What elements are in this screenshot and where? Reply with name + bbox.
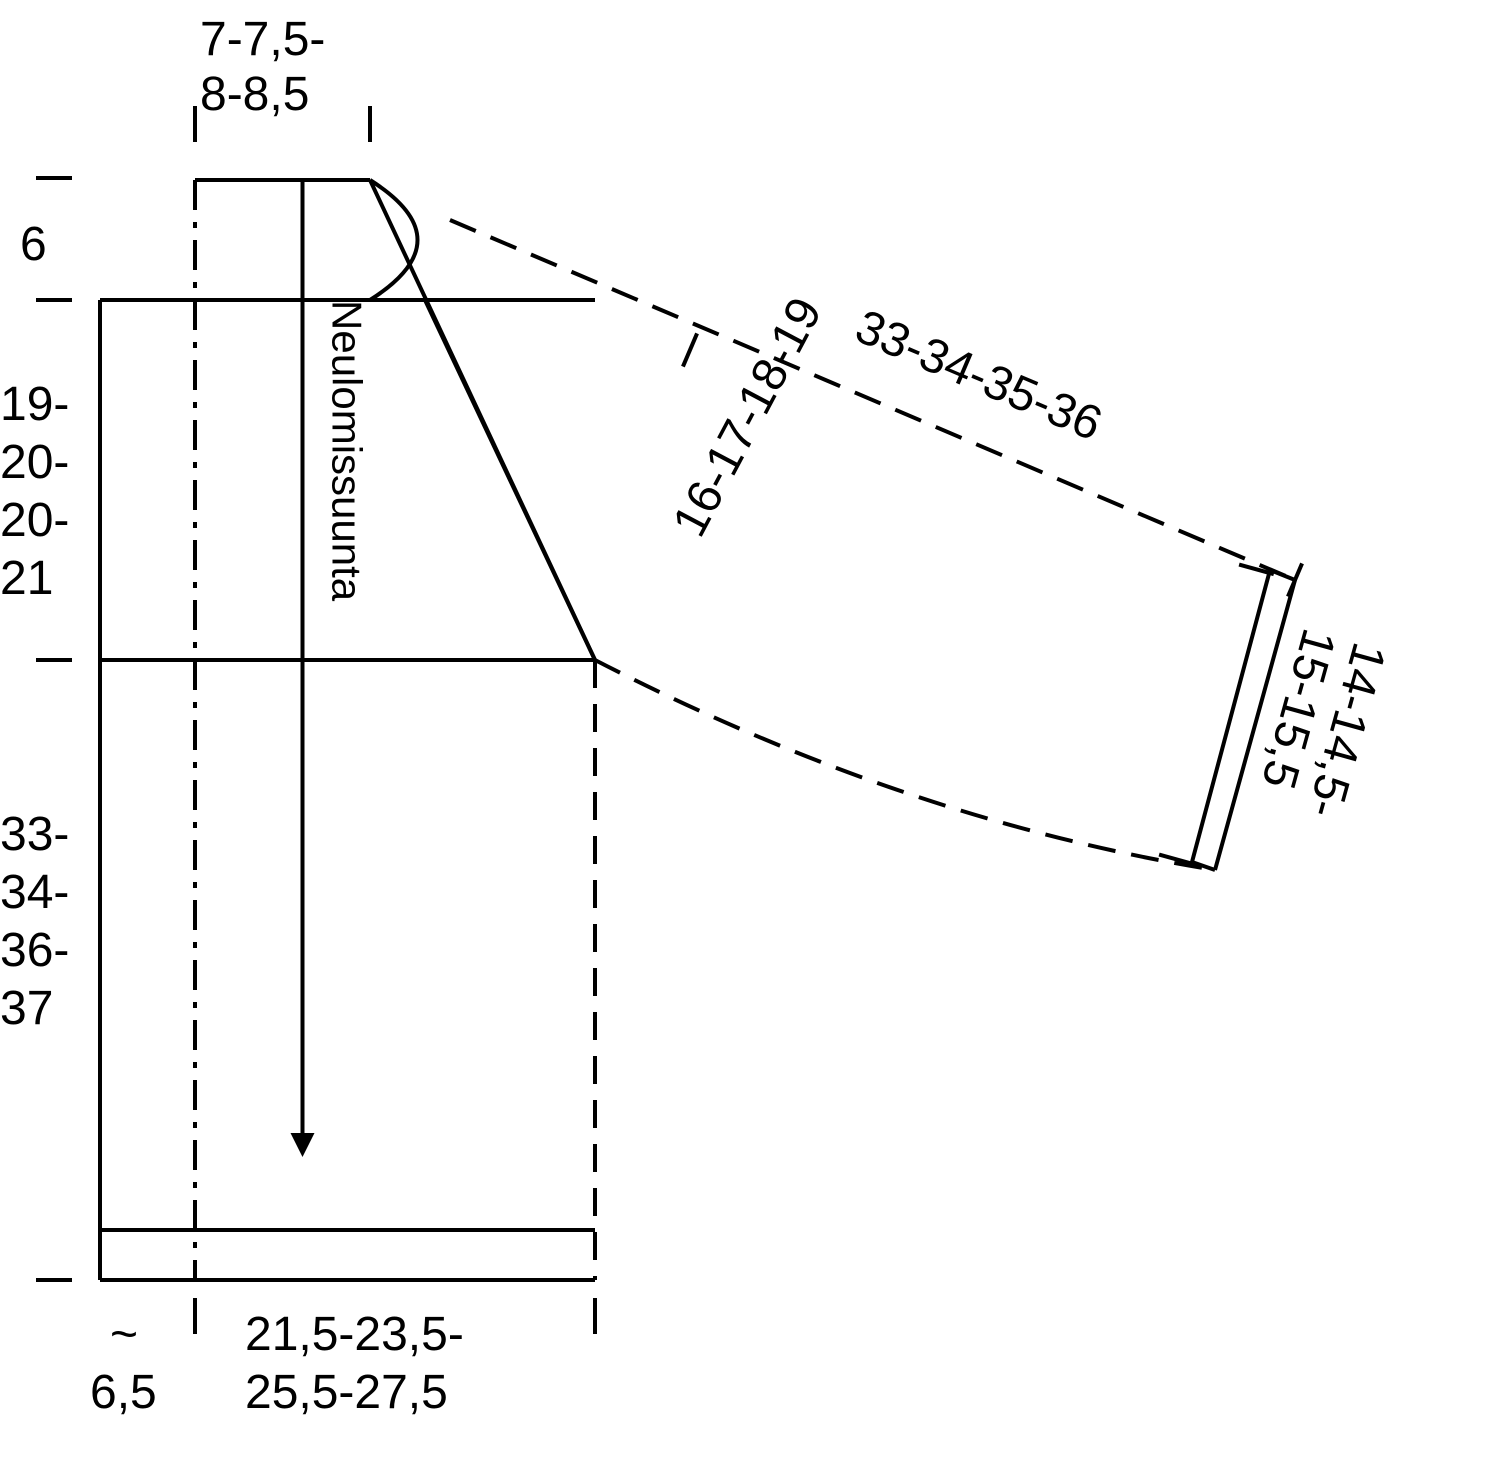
- label-left-low-1: 33-: [0, 808, 69, 861]
- label-direction: Neulomissuunta: [324, 300, 371, 602]
- label-bottom-right-1: 21,5-23,5-: [245, 1308, 464, 1361]
- label-top-1: 7-7,5-: [200, 13, 325, 66]
- label-top-2: 8-8,5: [200, 68, 309, 121]
- label-left-mid-4: 21: [0, 552, 53, 605]
- label-left-6: 6: [20, 218, 47, 271]
- label-left-mid-2: 20-: [0, 436, 69, 489]
- label-left-low-2: 34-: [0, 866, 69, 919]
- label-left-mid-3: 20-: [0, 494, 69, 547]
- label-bottom-left-2: 6,5: [90, 1366, 157, 1419]
- label-sleeve-top: 33-34-35-36: [848, 300, 1109, 451]
- label-left-low-4: 37: [0, 982, 53, 1035]
- label-sleeve-mid: 16-17-18-19: [663, 289, 833, 545]
- label-left-mid-1: 19-: [0, 378, 69, 431]
- label-left-low-3: 36-: [0, 924, 69, 977]
- label-bottom-right-2: 25,5-27,5: [245, 1366, 448, 1419]
- label-bottom-left-1: ~: [110, 1308, 138, 1361]
